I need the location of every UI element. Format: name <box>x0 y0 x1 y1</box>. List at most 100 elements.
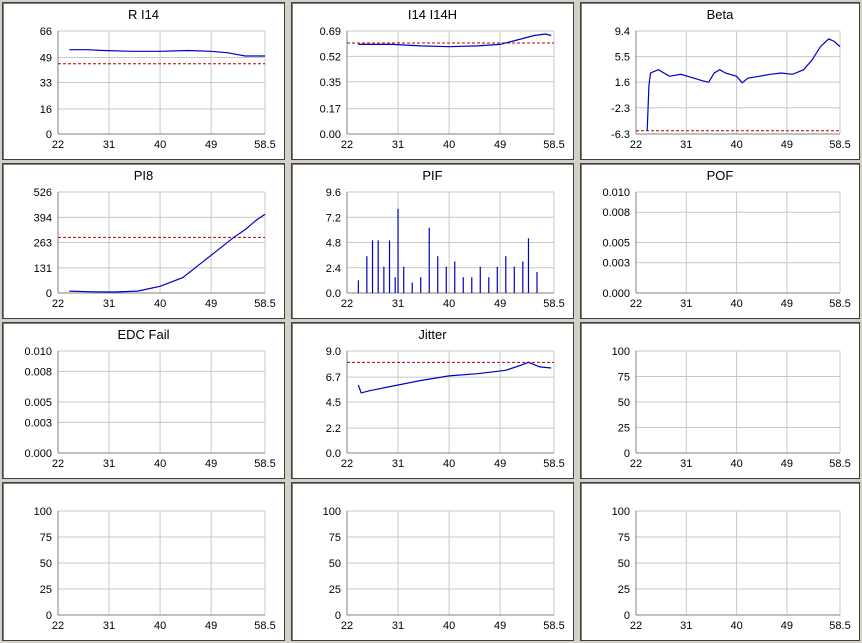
chart-svg: 22 31 40 49 58.5 0.0 2.2 4.5 6.7 9.0 <box>326 346 565 470</box>
x-tick-label: 40 <box>154 458 166 470</box>
chart-svg: 22 31 40 49 58.5 0 25 50 75 100 <box>34 506 276 632</box>
x-tick-label: 22 <box>630 620 642 632</box>
x-tick-label: 22 <box>341 458 353 470</box>
y-tick-label: 50 <box>40 558 52 570</box>
chart-panel-6: POF 22 31 40 49 58.5 0.000 0.003 0.005 0.008 0.010 <box>580 163 860 319</box>
x-tick-label: 58.5 <box>829 458 850 470</box>
chart-title: Jitter <box>418 327 447 342</box>
y-tick-label: 0.17 <box>320 104 341 116</box>
x-tick-label: 40 <box>730 298 742 310</box>
chart-svg: 22 31 40 49 58.5 0 131 263 394 526 <box>34 187 276 310</box>
x-tick-label: 31 <box>392 620 404 632</box>
x-tick-label: 31 <box>103 620 115 632</box>
x-tick-label: 40 <box>730 139 742 151</box>
y-tick-label: 25 <box>618 423 630 435</box>
x-tick-label: 31 <box>392 298 404 310</box>
x-tick-label: 22 <box>630 139 642 151</box>
chart-panel-9: 22 31 40 49 58.5 0 25 50 75 100 <box>580 322 860 479</box>
chart-svg: 22 31 40 49 58.5 -6.3 -2.3 1.6 5.5 9.4 <box>611 26 851 151</box>
x-tick-label: 49 <box>781 139 793 151</box>
x-tick-label: 31 <box>103 298 115 310</box>
y-tick-label: 7.2 <box>326 212 341 224</box>
series-line <box>69 213 266 293</box>
x-tick-label: 49 <box>205 139 217 151</box>
x-tick-label: 49 <box>205 458 217 470</box>
x-tick-label: 40 <box>443 139 455 151</box>
y-tick-label: 25 <box>329 584 341 596</box>
y-tick-label: 0 <box>335 610 341 622</box>
x-tick-label: 58.5 <box>254 620 275 632</box>
y-tick-label: 0.008 <box>24 366 52 378</box>
y-tick-label: 0.69 <box>320 26 341 38</box>
y-tick-label: 0.005 <box>602 238 630 250</box>
y-tick-label: 66 <box>40 26 52 38</box>
chart-title: POF <box>706 168 734 183</box>
x-tick-label: 49 <box>494 458 506 470</box>
series-line <box>357 361 552 394</box>
chart-title: I14 I14H <box>407 7 458 22</box>
y-tick-label: 1.6 <box>615 77 630 89</box>
y-tick-label: 263 <box>34 238 52 250</box>
y-tick-label: 2.2 <box>326 423 341 435</box>
chart-panel-10: 22 31 40 49 58.5 0 25 50 75 100 <box>2 482 285 641</box>
y-tick-label: 0 <box>46 129 52 141</box>
series-line <box>69 49 265 57</box>
y-tick-label: 75 <box>329 532 341 544</box>
x-tick-label: 58.5 <box>254 458 275 470</box>
x-tick-label: 49 <box>494 298 506 310</box>
y-tick-label: 0.000 <box>602 288 630 300</box>
y-tick-label: 0.008 <box>602 207 630 219</box>
y-tick-label: 0.0 <box>326 288 341 300</box>
chart-svg: 22 31 40 49 58.5 0 16 33 49 66 <box>40 26 276 151</box>
chart-title: PIF <box>422 168 443 183</box>
y-tick-label: 0 <box>624 448 630 460</box>
chart-panel-2: I14 I14H 22 31 40 49 58.5 0.00 0.17 0.35 0.52 0.69 <box>291 2 574 160</box>
chart-panel-5: PIF 22 31 40 49 58.5 0.0 2.4 4.8 7.2 9.6 <box>291 163 574 319</box>
chart-panel-7: EDC Fail 22 31 40 49 58.5 0.000 0.003 0.005 0.008… <box>2 322 285 479</box>
x-tick-label: 40 <box>443 458 455 470</box>
x-tick-label: 49 <box>781 620 793 632</box>
x-tick-label: 31 <box>392 139 404 151</box>
x-tick-label: 31 <box>103 458 115 470</box>
chart-panel-4: PI8 22 31 40 49 58.5 0 131 263 394 526 <box>2 163 285 319</box>
x-tick-label: 49 <box>494 139 506 151</box>
x-tick-label: 22 <box>52 298 64 310</box>
y-tick-label: 9.6 <box>326 187 341 199</box>
y-tick-label: 50 <box>618 397 630 409</box>
y-tick-label: 526 <box>34 187 52 199</box>
x-tick-label: 40 <box>730 458 742 470</box>
x-tick-label: 22 <box>52 620 64 632</box>
y-tick-label: 5.5 <box>615 52 630 64</box>
y-tick-label: 0.010 <box>602 187 630 199</box>
y-tick-label: 0.010 <box>24 346 52 358</box>
chart-panel-1: R I14 22 31 40 49 58.5 0 16 33 49 66 <box>2 2 285 160</box>
y-tick-label: 0.000 <box>24 448 52 460</box>
y-tick-label: 0.0 <box>326 448 341 460</box>
chart-svg: 22 31 40 49 58.5 0.0 2.4 4.8 7.2 9.6 <box>326 187 565 310</box>
y-tick-label: 100 <box>612 506 630 518</box>
x-tick-label: 31 <box>680 620 692 632</box>
series-line <box>646 38 841 131</box>
x-tick-label: 40 <box>730 620 742 632</box>
x-tick-label: 58.5 <box>829 298 850 310</box>
y-tick-label: 25 <box>40 584 52 596</box>
y-tick-label: 100 <box>612 346 630 358</box>
y-tick-label: 6.7 <box>326 372 341 384</box>
x-tick-label: 58.5 <box>543 458 564 470</box>
x-tick-label: 49 <box>494 620 506 632</box>
chart-title: EDC Fail <box>117 327 170 342</box>
y-tick-label: 16 <box>40 104 52 116</box>
y-tick-label: 0.005 <box>24 397 52 409</box>
y-tick-label: 0 <box>46 288 52 300</box>
y-tick-label: 49 <box>40 53 52 65</box>
x-tick-label: 31 <box>680 139 692 151</box>
y-tick-label: 394 <box>34 212 52 224</box>
y-tick-label: 75 <box>40 532 52 544</box>
x-tick-label: 31 <box>392 458 404 470</box>
x-tick-label: 31 <box>103 139 115 151</box>
x-tick-label: 49 <box>205 298 217 310</box>
y-tick-label: 25 <box>618 584 630 596</box>
chart-title: Beta <box>706 7 734 22</box>
y-tick-label: 4.5 <box>326 397 341 409</box>
x-tick-label: 58.5 <box>254 139 275 151</box>
